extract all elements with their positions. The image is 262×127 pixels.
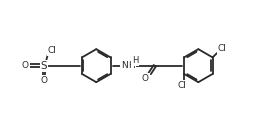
- Text: N: N: [121, 61, 128, 70]
- Text: O: O: [41, 76, 48, 85]
- Text: S: S: [41, 61, 47, 71]
- Text: Cl: Cl: [177, 81, 186, 90]
- Text: H: H: [128, 61, 135, 70]
- Text: H: H: [132, 56, 139, 65]
- Text: Cl: Cl: [47, 46, 56, 55]
- Text: O: O: [22, 61, 29, 70]
- Text: O: O: [142, 74, 149, 83]
- Text: Cl: Cl: [218, 44, 227, 53]
